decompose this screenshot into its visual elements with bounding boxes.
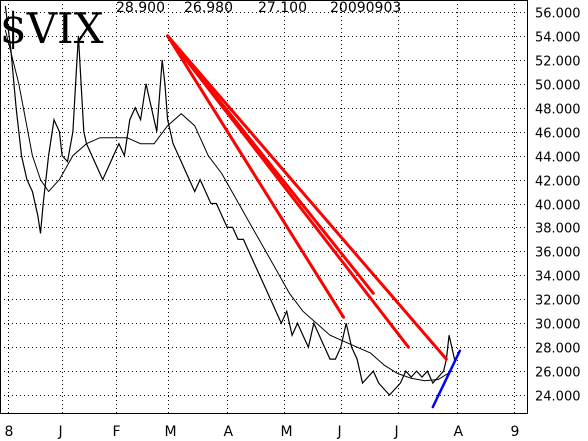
- y-tick-label: 24.000: [535, 390, 581, 405]
- header-value-3: 27.100: [258, 0, 307, 16]
- x-tick-label: A: [224, 424, 234, 440]
- y-tick-label: 50.000: [535, 79, 581, 94]
- support-trendline: [431, 349, 462, 409]
- y-tick-label: 42.000: [535, 175, 581, 190]
- plot-frame: [0, 0, 528, 414]
- moving-average-line: [4, 29, 453, 382]
- header-value-1: 28.900: [116, 0, 165, 16]
- y-tick-label: 56.000: [535, 7, 581, 22]
- header-value-2: 26.980: [184, 0, 233, 16]
- y-tick-label: 28.000: [535, 342, 581, 357]
- y-tick-label: 30.000: [535, 318, 581, 333]
- y-tick-label: 54.000: [535, 31, 581, 46]
- x-tick-label: M: [281, 424, 293, 440]
- x-tick-label: J: [337, 424, 342, 440]
- x-tick-label: 9: [511, 424, 520, 440]
- resistance-trendline: [166, 34, 410, 349]
- price-line: [4, 5, 458, 396]
- x-tick-label: A: [454, 424, 464, 440]
- label-layer: 24.000 26.000 28.000 30.000 32.000 34.000 36.0…: [5, 7, 581, 441]
- y-tick-label: 40.000: [535, 199, 581, 214]
- trendline-layer: [166, 34, 462, 409]
- y-tick-label: 48.000: [535, 103, 581, 118]
- symbol-label: $VIX: [0, 4, 104, 53]
- header-date: 20090903: [330, 0, 401, 16]
- y-tick-label: 26.000: [535, 366, 581, 381]
- y-tick-label: 38.000: [535, 222, 581, 237]
- x-tick-label: F: [113, 424, 121, 440]
- x-tick-label: 8: [5, 424, 14, 440]
- y-tick-label: 46.000: [535, 127, 581, 142]
- y-tick-label: 36.000: [535, 246, 581, 261]
- y-tick-label: 44.000: [535, 151, 581, 166]
- y-tick-label: 52.000: [535, 55, 581, 70]
- resistance-trendline: [166, 34, 448, 361]
- y-tick-label: 32.000: [535, 294, 581, 309]
- resistance-trendline: [166, 34, 346, 319]
- x-tick-label: M: [165, 424, 177, 440]
- line-layer: [4, 5, 458, 396]
- y-tick-label: 34.000: [535, 270, 581, 285]
- x-tick-label: J: [58, 424, 63, 440]
- x-tick-label: J: [394, 424, 399, 440]
